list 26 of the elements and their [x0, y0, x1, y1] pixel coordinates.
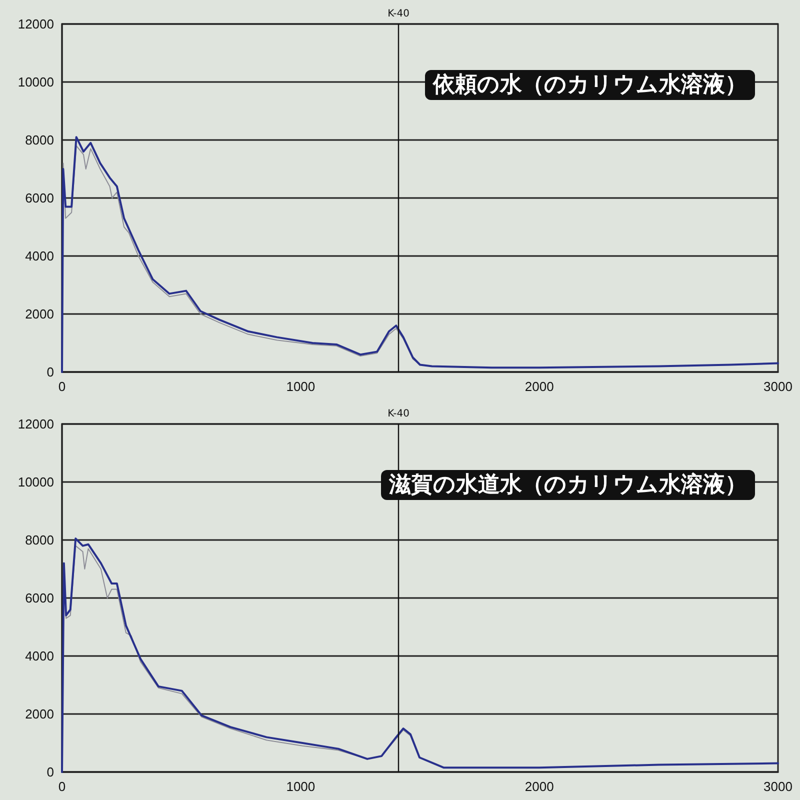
y-tick-label: 10000 [18, 74, 54, 90]
x-tick-label: 3000 [764, 379, 792, 394]
text: 滋賀の水道水（のカリウム水溶液） [388, 472, 747, 498]
y-tick-label: 2000 [25, 706, 54, 722]
y-tick-label: 6000 [25, 590, 54, 606]
x-tick-label: 3000 [764, 779, 792, 794]
y-tick-label: 10000 [18, 474, 54, 490]
x-tick-label: 1000 [286, 779, 316, 794]
x-tick-label: 2000 [524, 379, 554, 394]
ref-line-label: K-40 [388, 408, 410, 420]
text: 依頼の水（のカリウム水溶液） [432, 72, 747, 98]
y-tick-label: 8000 [25, 532, 54, 548]
y-tick-label: 4000 [25, 648, 54, 664]
x-tick-label: 0 [58, 779, 66, 794]
y-tick-label: 0 [46, 764, 54, 780]
y-tick-label: 4000 [25, 248, 54, 264]
y-tick-label: 2000 [25, 306, 54, 322]
y-tick-label: 8000 [25, 132, 54, 148]
y-tick-label: 0 [46, 364, 54, 380]
ref-line-label: K-40 [388, 8, 410, 20]
x-tick-label: 1000 [286, 379, 316, 394]
y-tick-label: 12000 [18, 16, 54, 32]
x-tick-label: 0 [58, 379, 66, 394]
y-tick-label: 12000 [18, 416, 54, 432]
y-tick-label: 6000 [25, 190, 54, 206]
x-tick-label: 2000 [524, 779, 554, 794]
